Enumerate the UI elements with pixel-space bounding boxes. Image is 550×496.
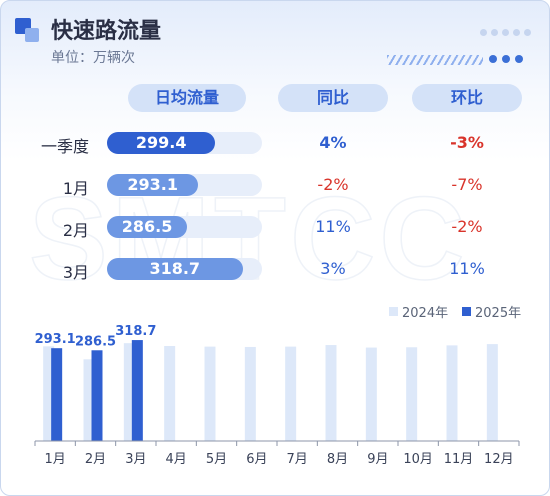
bar-2025	[91, 350, 103, 441]
mom-value: 11%	[449, 259, 485, 278]
legend-swatch-2024	[389, 307, 398, 316]
x-tick-label: 6月	[246, 452, 267, 467]
row-label: 3月	[62, 263, 89, 282]
x-tick-label: 1月	[45, 452, 66, 467]
bar-2024	[285, 346, 297, 441]
x-tick-label: 8月	[327, 452, 348, 467]
bar-2024	[486, 344, 498, 441]
x-tick-label: 11月	[444, 452, 474, 467]
bar-2025	[51, 348, 63, 441]
bar-2024	[365, 347, 377, 441]
bar-2024	[123, 343, 135, 441]
x-tick-label: 4月	[166, 452, 187, 467]
yoy-value: 4%	[319, 133, 347, 152]
legend-2024: 2024年	[389, 302, 448, 321]
page-title: 快速路流量	[51, 19, 162, 44]
bar-2024	[204, 346, 216, 441]
value-bar: 286.5	[107, 216, 188, 238]
bar-2024	[325, 345, 337, 441]
column-header-yoy: 同比	[278, 84, 388, 112]
mom-value: -7%	[451, 175, 483, 194]
data-label: 286.5	[75, 334, 116, 349]
unit-label: 单位：万辆次	[51, 50, 135, 66]
mom-value: -3%	[450, 133, 484, 152]
row-label: 1月	[62, 179, 89, 198]
yoy-value: 11%	[315, 217, 351, 236]
value-bar: 299.4	[107, 132, 216, 154]
legend-2025: 2025年	[462, 302, 521, 321]
legend-label-2024: 2024年	[402, 306, 449, 321]
data-label: 318.7	[115, 324, 156, 339]
bar-2025	[131, 340, 143, 441]
mom-value: -2%	[451, 217, 483, 236]
bar-2024	[83, 359, 95, 441]
bar-2024	[164, 346, 176, 441]
data-label: 293.1	[35, 332, 76, 347]
yoy-value: -2%	[317, 175, 349, 194]
row-label: 2月	[62, 221, 89, 240]
x-tick-label: 5月	[206, 452, 227, 467]
yoy-value: 3%	[320, 259, 346, 278]
decorative-blue-dots-icon	[489, 55, 523, 63]
bar-2024	[406, 347, 418, 441]
legend-swatch-2025	[462, 307, 471, 316]
column-header-daily-flow: 日均流量	[128, 84, 246, 112]
x-tick-label: 12月	[484, 452, 514, 467]
x-tick-label: 2月	[85, 452, 106, 467]
x-tick-label: 10月	[403, 452, 433, 467]
value-bar: 293.1	[107, 174, 199, 196]
row-label: 一季度	[40, 137, 89, 156]
x-tick-label: 9月	[367, 452, 388, 467]
logo-icon	[15, 18, 41, 42]
bar-2024	[446, 345, 458, 441]
decorative-dots-icon	[480, 29, 531, 36]
bar-2024	[244, 346, 256, 441]
legend-label-2025: 2025年	[475, 306, 522, 321]
decorative-stripes	[387, 55, 483, 65]
column-header-mom: 环比	[412, 84, 522, 112]
value-bar: 318.7	[107, 258, 243, 280]
x-tick-label: 3月	[125, 452, 146, 467]
x-tick-label: 7月	[287, 452, 308, 467]
bar-2024	[43, 346, 55, 441]
